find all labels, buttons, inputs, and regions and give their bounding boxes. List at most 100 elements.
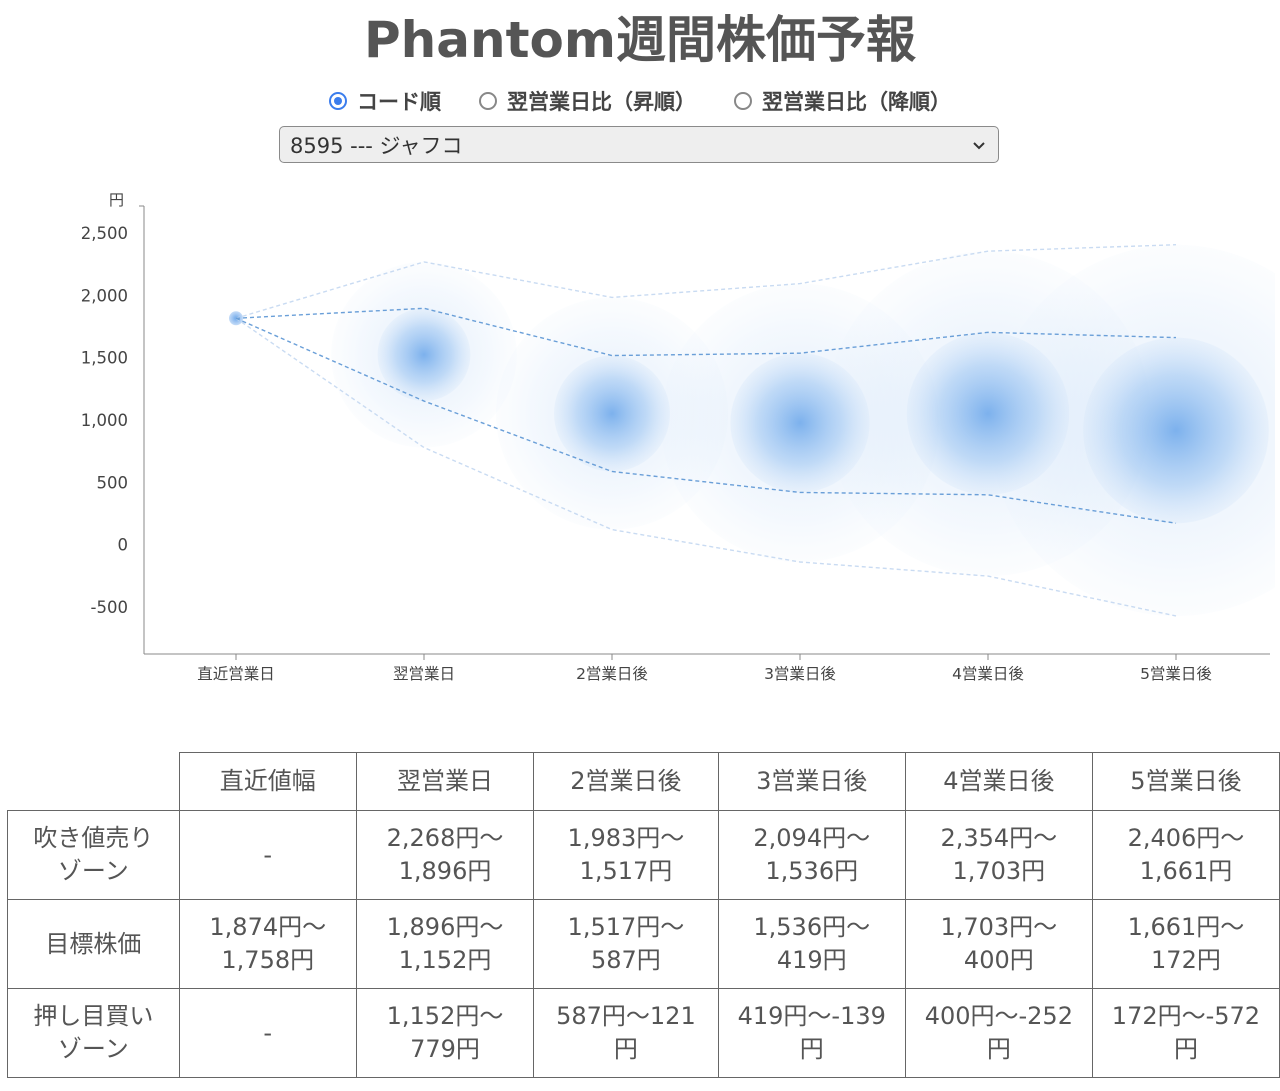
forecast-chart: 円 2,500 2,000 1,500 1,000 500 0 -500 直近営業日 翌営業日 2… <box>81 191 1275 683</box>
x-tick-label: 2営業日後 <box>576 665 648 683</box>
target-lower-line <box>235 317 1177 524</box>
table-cell: - <box>178 988 357 1078</box>
page-title: Phantom週間株価予報 <box>364 11 916 69</box>
cell-text: 円 <box>799 1035 824 1063</box>
sort-by-change-asc-radio[interactable]: 翌営業日比（昇順） <box>479 86 696 116</box>
table-cell: 2,094円〜 1,536円 <box>717 810 906 900</box>
cell-text: ゾーン <box>57 857 129 885</box>
y-tick-label: 0 <box>118 536 129 555</box>
table-cell: 419円〜-139 円 <box>717 988 906 1078</box>
cell-text: 172円 <box>1151 946 1221 974</box>
target-bubble <box>554 355 670 472</box>
table-header-cell: 翌営業日 <box>355 752 535 811</box>
radio-unchecked-icon[interactable] <box>734 92 752 110</box>
table-cell: 1,703円〜 400円 <box>904 899 1093 989</box>
cell-text: 172円〜-572 <box>1111 1002 1261 1030</box>
cell-text: 400円 <box>963 946 1034 974</box>
sort-by-code-label: コード順 <box>357 90 441 114</box>
table-cell: 1,152円〜 779円 <box>355 988 535 1078</box>
cell-text: 円 <box>986 1035 1011 1063</box>
row-label: 押し目買い ゾーン <box>7 988 180 1078</box>
cell-text: 2,268円〜 <box>386 824 504 852</box>
cell-text: 779円 <box>410 1035 480 1063</box>
cell-text: 2,354円〜 <box>940 824 1058 852</box>
cell-text: 1,896円 <box>398 857 492 885</box>
table-header-cell: 3営業日後 <box>717 752 906 811</box>
cell-text: 円 <box>613 1035 638 1063</box>
x-tick-label: 4営業日後 <box>952 665 1024 683</box>
cell-text: 1,661円〜 <box>1127 913 1245 941</box>
sell-zone-upper-line <box>235 244 1177 319</box>
sort-by-change-desc-label: 翌営業日比（降順） <box>762 90 951 114</box>
target-bubble <box>1083 337 1269 524</box>
target-bubble <box>730 353 870 493</box>
table-cell: 587円〜121 円 <box>533 988 719 1078</box>
x-tick-label: 直近営業日 <box>197 665 275 683</box>
sort-options: コード順 翌営業日比（昇順） 翌営業日比（降順） <box>0 86 1280 116</box>
buy-zone-lower-line <box>235 317 1177 617</box>
y-axis-unit-label: 円 <box>109 191 124 209</box>
cell-text: 吹き値売り <box>33 824 154 852</box>
cell-text: 1,874円〜 <box>209 913 327 941</box>
table-cell: 1,661円〜 172円 <box>1091 899 1280 989</box>
y-tick-label: 2,500 <box>81 224 128 243</box>
cell-text: 1,152円〜 <box>386 1002 504 1030</box>
target-upper-line <box>235 307 1177 357</box>
cell-text: 1,536円〜 <box>753 913 871 941</box>
row-label: 目標株価 <box>7 899 180 989</box>
stock-select-value: 8595 --- ジャフコ <box>290 133 463 158</box>
cell-text: 1,758円 <box>221 946 315 974</box>
cell-text: 1,517円〜 <box>567 913 685 941</box>
radio-checked-icon[interactable] <box>329 92 347 110</box>
table-cell: 2,406円〜 1,661円 <box>1091 810 1280 900</box>
table-cell: 2,354円〜 1,703円 <box>904 810 1093 900</box>
y-tick-label: 2,000 <box>81 286 128 305</box>
chevron-down-icon <box>973 141 985 149</box>
table-row: 押し目買い ゾーン -1,152円〜 779円 587円〜121 円 419円〜-139 円 4… <box>7 988 1280 1078</box>
sort-by-change-desc-radio[interactable]: 翌営業日比（降順） <box>734 86 951 116</box>
sort-by-change-asc-label: 翌営業日比（昇順） <box>507 90 696 114</box>
cell-text: 1,703円 <box>952 857 1046 885</box>
table-cell: 1,874円〜 1,758円 <box>178 899 357 989</box>
cell-text: 400円〜-252 <box>924 1002 1073 1030</box>
table-cell: 2,268円〜 1,896円 <box>355 810 535 900</box>
table-header-cell: 4営業日後 <box>904 752 1093 811</box>
table-cell: 400円〜-252 円 <box>904 988 1093 1078</box>
cell-text: 587円〜121 <box>556 1002 696 1030</box>
table-header-row: 直近値幅 翌営業日 2営業日後 3営業日後 4営業日後 5営業日後 <box>7 752 1280 811</box>
table-row: 目標株価 1,874円〜 1,758円 1,896円〜 1,152円 1,517円〜 587… <box>7 899 1280 989</box>
cell-text: 1,703円〜 <box>940 913 1058 941</box>
radio-unchecked-icon[interactable] <box>479 92 497 110</box>
table-cell: 1,517円〜 587円 <box>533 899 719 989</box>
cell-text: 419円〜-139 <box>737 1002 886 1030</box>
forecast-table: 直近値幅 翌営業日 2営業日後 3営業日後 4営業日後 5営業日後 吹き値売りゾーン - 2,… <box>7 752 1280 1078</box>
cell-text: 1,152円 <box>398 946 492 974</box>
cell-text: 1,896円〜 <box>386 913 504 941</box>
table-cell: - <box>178 810 357 900</box>
cell-text: 1,517円 <box>579 857 673 885</box>
cell-text: - <box>263 840 273 869</box>
cell-text: 2,094円〜 <box>753 824 871 852</box>
table-cell: 172円〜-572 円 <box>1091 988 1280 1078</box>
table-cell: 1,536円〜 419円 <box>717 899 906 989</box>
table-header-cell: 5営業日後 <box>1091 752 1280 811</box>
x-tick-label: 翌営業日 <box>393 665 455 683</box>
y-tick-label: 1,000 <box>81 411 128 430</box>
cell-text: 押し目買い <box>33 1002 154 1030</box>
target-bubble <box>906 332 1070 495</box>
y-tick-label: -500 <box>91 598 128 617</box>
stock-select[interactable]: 8595 --- ジャフコ <box>279 126 999 163</box>
cell-text: - <box>263 1018 273 1047</box>
cell-text: ゾーン <box>57 1035 129 1063</box>
cell-text: 目標株価 <box>45 929 142 958</box>
cell-text: 419円 <box>776 946 847 974</box>
sort-by-code-radio[interactable]: コード順 <box>329 86 441 116</box>
y-tick-label: 500 <box>97 473 129 492</box>
table-row: 吹き値売り ゾーン - 2,268円〜 1,896円 1,983円〜 1,517円 2,094… <box>7 810 1280 900</box>
table-cell: 1,896円〜 1,152円 <box>355 899 535 989</box>
y-tick-label: 1,500 <box>81 349 128 368</box>
cell-text: 2,406円〜 <box>1127 824 1245 852</box>
table-header-cell: 2営業日後 <box>533 752 719 811</box>
table-corner-cell <box>7 752 180 811</box>
x-tick-label: 3営業日後 <box>764 665 836 683</box>
